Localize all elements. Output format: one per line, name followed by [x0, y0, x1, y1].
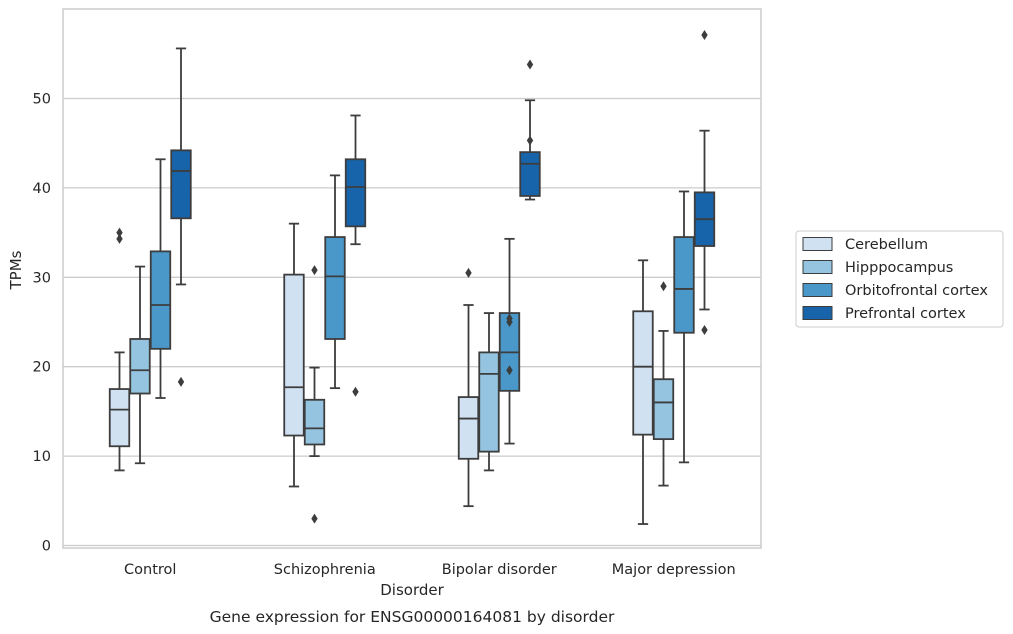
y-tick-label: 30	[33, 270, 51, 286]
box	[108, 227, 131, 472]
box-body	[129, 338, 151, 395]
box-body	[283, 273, 305, 437]
box	[632, 259, 654, 525]
box	[693, 30, 716, 336]
box	[170, 47, 192, 387]
box-body	[303, 398, 326, 446]
outlier-point	[701, 325, 708, 336]
y-tick-label: 50	[33, 92, 51, 108]
y-axis-title: TPMs	[7, 250, 25, 290]
box-body	[170, 149, 192, 220]
box-series	[108, 30, 716, 525]
box-body	[344, 158, 367, 228]
box-body	[324, 236, 346, 340]
legend-label: Hipppocampus	[845, 260, 953, 276]
box	[457, 267, 480, 508]
outlier-point	[352, 386, 359, 397]
box	[303, 265, 326, 524]
series-prefrontal-cortex	[170, 30, 716, 397]
box-body	[457, 396, 480, 460]
x-tick-label: Schizophrenia	[274, 562, 376, 578]
x-tick-label: Control	[124, 562, 176, 578]
box	[673, 190, 695, 464]
box-body	[652, 378, 675, 441]
legend-swatch	[802, 260, 833, 274]
x-tick-label: Major depression	[612, 562, 736, 578]
box-body	[519, 151, 541, 197]
series-cerebellum	[108, 222, 654, 525]
outlier-point	[116, 233, 123, 244]
box-body	[108, 388, 131, 448]
box	[519, 59, 541, 201]
legend-label: Cerebellum	[845, 237, 928, 253]
legend-swatch	[802, 283, 833, 297]
outlier-point	[177, 376, 185, 387]
y-tick-label: 0	[42, 539, 51, 555]
outlier-point	[506, 313, 513, 324]
legend-label: Orbitofrontal cortex	[845, 283, 988, 299]
box-body	[149, 250, 172, 350]
series-hipppocampus	[129, 265, 675, 524]
box	[324, 174, 346, 390]
y-tick-labels: 0 10 20 30 40 50	[33, 92, 51, 555]
legend-items: Cerebellum Hipppocampus Orbitofrontal cort…	[802, 237, 988, 322]
legend-swatch	[802, 237, 833, 251]
outlier-point	[660, 281, 667, 292]
box	[129, 265, 151, 465]
legend-frame	[795, 230, 1004, 328]
series-orbitofrontal-cortex	[149, 158, 695, 464]
y-tick-label: 10	[33, 449, 51, 465]
outlier-point	[701, 30, 708, 41]
x-axis-title: Disorder	[380, 581, 444, 599]
box	[344, 114, 367, 397]
box-body	[632, 310, 654, 436]
outlier-point	[311, 265, 318, 276]
legend: Cerebellum Hipppocampus Orbitofrontal cort…	[795, 230, 1004, 328]
outlier-point	[116, 227, 123, 238]
legend-label: Prefrontal cortex	[845, 306, 966, 322]
box	[652, 281, 675, 487]
box	[149, 158, 172, 399]
box	[283, 222, 305, 488]
plot-area-frame	[62, 8, 762, 549]
outlier-point	[526, 135, 534, 146]
box-body	[673, 236, 695, 334]
box-body	[478, 351, 500, 453]
outlier-point	[526, 59, 534, 70]
chart-caption: Gene expression for ENSG00000164081 by d…	[210, 608, 615, 626]
y-tick-label: 40	[33, 181, 51, 197]
x-tick-label: Bipolar disorder	[442, 562, 557, 578]
outlier-point	[506, 365, 513, 376]
y-tick-label: 20	[33, 360, 51, 376]
legend-swatch	[802, 306, 833, 320]
outlier-point	[311, 513, 318, 524]
box	[478, 312, 500, 472]
outlier-point	[465, 267, 472, 278]
box	[498, 237, 521, 445]
x-tick-labels: Control Schizophrenia Bipolar disorder Majo…	[124, 562, 736, 578]
